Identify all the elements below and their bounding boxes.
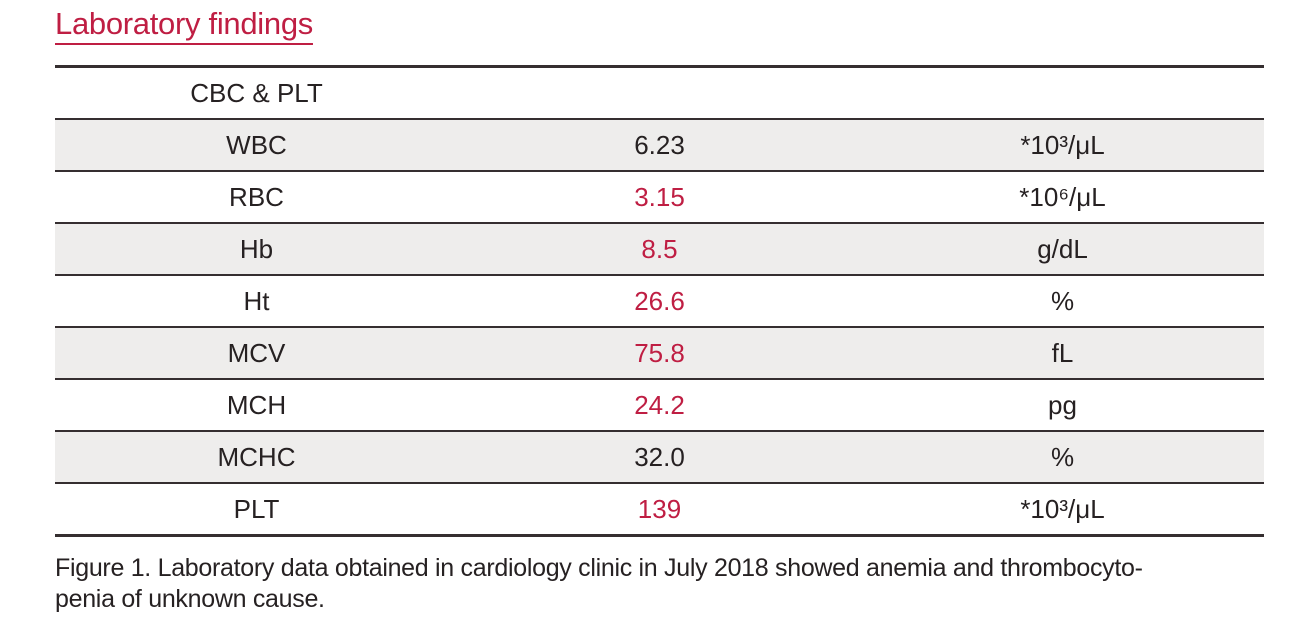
- label-cell: RBC: [55, 170, 458, 223]
- unit-cell: *10³/μL: [861, 482, 1264, 536]
- value-cell: 3.15: [458, 170, 861, 223]
- table-row: RBC 3.15 *10⁶/μL: [55, 170, 1264, 223]
- empty-cell: [458, 67, 861, 120]
- lab-table-body: CBC & PLT WBC 6.23 *10³/μL RBC 3.15 *10⁶/μL Hb…: [55, 67, 1264, 536]
- unit-cell: g/dL: [861, 222, 1264, 275]
- unit-cell: pg: [861, 378, 1264, 431]
- value-cell: 8.5: [458, 222, 861, 275]
- table-row: MCV 75.8 fL: [55, 326, 1264, 379]
- unit-cell: *10³/μL: [861, 118, 1264, 171]
- table-group-header-row: CBC & PLT: [55, 67, 1264, 120]
- label-cell: MCH: [55, 378, 458, 431]
- value-cell: 26.6: [458, 274, 861, 327]
- value-cell: 139: [458, 482, 861, 536]
- label-cell: PLT: [55, 482, 458, 536]
- table-row: WBC 6.23 *10³/μL: [55, 118, 1264, 171]
- page-title: Laboratory findings: [55, 6, 313, 41]
- caption-line-1: Figure 1. Laboratory data obtained in ca…: [55, 554, 1143, 582]
- unit-cell: %: [861, 274, 1264, 327]
- unit-cell: %: [861, 430, 1264, 483]
- unit-cell: fL: [861, 326, 1264, 379]
- lab-table: CBC & PLT WBC 6.23 *10³/μL RBC 3.15 *10⁶/μL Hb…: [55, 65, 1264, 537]
- table-row: PLT 139 *10³/μL: [55, 482, 1264, 536]
- table-row: Hb 8.5 g/dL: [55, 222, 1264, 275]
- figure-content: Laboratory findings CBC & PLT WBC 6.23 *10…: [55, 6, 1264, 615]
- empty-cell: [861, 67, 1264, 120]
- table-row: MCH 24.2 pg: [55, 378, 1264, 431]
- label-cell: MCV: [55, 326, 458, 379]
- label-cell: Ht: [55, 274, 458, 327]
- value-cell: 75.8: [458, 326, 861, 379]
- label-cell: Hb: [55, 222, 458, 275]
- value-cell: 24.2: [458, 378, 861, 431]
- caption-line-2: penia of unknown cause.: [55, 585, 325, 613]
- value-cell: 32.0: [458, 430, 861, 483]
- label-cell: MCHC: [55, 430, 458, 483]
- unit-cell: *10⁶/μL: [861, 170, 1264, 223]
- table-row: MCHC 32.0%: [55, 430, 1264, 483]
- group-header-cell: CBC & PLT: [190, 77, 323, 108]
- value-cell: 6.23: [458, 118, 861, 171]
- label-cell: WBC: [55, 118, 458, 171]
- table-row: Ht 26.6%: [55, 274, 1264, 327]
- figure-caption: Figure 1. Laboratory data obtained in ca…: [55, 553, 1264, 615]
